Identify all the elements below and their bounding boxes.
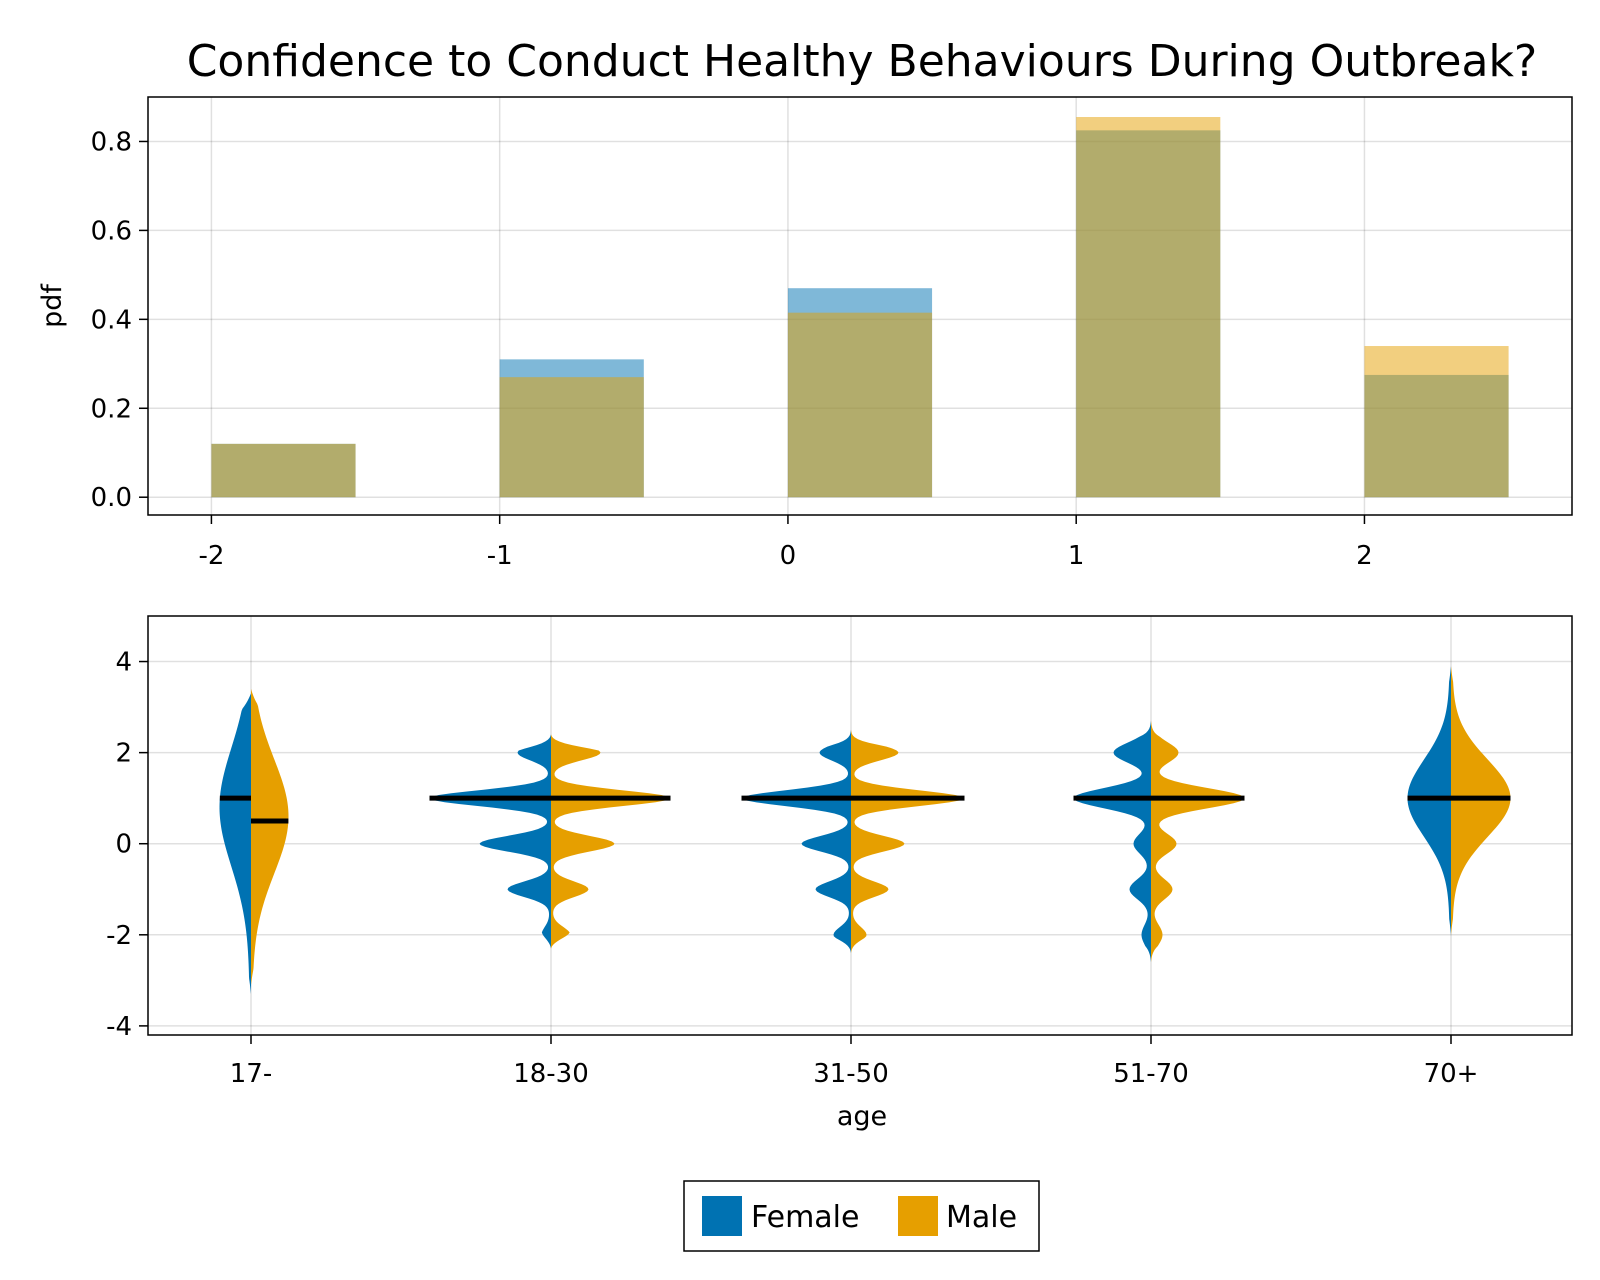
- histogram-y-ticks: 0.0 0.2 0.4 0.6 0.8: [91, 127, 148, 513]
- violin-y-tick-label: 2: [115, 739, 132, 769]
- violin-x-axis-label: age: [837, 1101, 887, 1132]
- violin-male-half: [251, 688, 289, 985]
- histogram-bar-male: [1076, 117, 1221, 498]
- histogram-frame: [147, 96, 1573, 516]
- violin-female-half: [219, 693, 251, 995]
- violin-y-tick-label: 0: [115, 830, 132, 860]
- violin-y-ticks: -4 -2 0 2 4: [106, 648, 148, 1042]
- violin-x-tick-label: 17-: [230, 1059, 272, 1089]
- legend-swatch-male: [898, 1196, 938, 1236]
- legend-swatch-female: [702, 1196, 742, 1236]
- histogram-x-tick-label: 0: [780, 541, 797, 571]
- violin-frame: [147, 615, 1573, 1036]
- histogram-bar-male: [499, 377, 644, 498]
- violin-panel: 17- 18-30 31-50 51-70 70+ -4 -2 0 2 4 age: [106, 615, 1573, 1132]
- histogram-x-tick-label: 1: [1068, 541, 1085, 571]
- violin-y-tick-label: -2: [106, 921, 132, 951]
- violin-gridlines: [148, 616, 1572, 1035]
- histogram-bar-male: [211, 443, 356, 498]
- violin-x-tick-label: 51-70: [1113, 1059, 1189, 1089]
- histogram-y-tick-label: 0.0: [91, 483, 132, 513]
- legend-label-female: Female: [751, 1200, 859, 1235]
- violin-female-half: [429, 734, 551, 949]
- histogram-bar-male: [1364, 346, 1509, 498]
- violin-x-ticks: 17- 18-30 31-50 51-70 70+: [230, 1035, 1479, 1089]
- histogram-bar-male: [787, 312, 933, 498]
- histogram-x-tick-label: -2: [198, 541, 224, 571]
- violin-y-tick-label: -4: [106, 1012, 132, 1042]
- histogram-y-axis-label: pdf: [37, 283, 68, 328]
- legend-label-male: Male: [946, 1200, 1017, 1235]
- violin-median-lines: [219, 795, 1511, 824]
- violin-female-half: [741, 729, 851, 954]
- histogram-panel: -2 -1 0 1 2 0.0 0.2 0.4 0.6 0.8 pdf: [37, 96, 1573, 571]
- violin-y-tick-label: 4: [115, 648, 132, 678]
- legend: Female Male: [683, 1180, 1040, 1252]
- legend-frame: [683, 1180, 1040, 1252]
- histogram-x-tick-label: 2: [1356, 541, 1373, 571]
- histogram-y-tick-label: 0.6: [91, 216, 132, 246]
- histogram-x-tick-label: -1: [487, 541, 513, 571]
- histogram-y-tick-label: 0.8: [91, 127, 132, 157]
- histogram-y-tick-label: 0.4: [91, 305, 132, 335]
- violin-male-half: [1151, 720, 1245, 963]
- violin-shapes: [219, 666, 1511, 995]
- histogram-x-ticks: -2 -1 0 1 2: [198, 515, 1373, 571]
- histogram-bars: [211, 117, 1509, 498]
- violin-x-tick-label: 70+: [1424, 1059, 1479, 1089]
- histogram-y-tick-label: 0.2: [91, 394, 132, 424]
- chart-title: Confidence to Conduct Healthy Behaviours…: [187, 36, 1538, 87]
- violin-female-half: [1073, 720, 1151, 963]
- violin-male-half: [551, 734, 671, 949]
- violin-male-half: [851, 729, 965, 954]
- violin-x-tick-label: 18-30: [513, 1059, 589, 1089]
- violin-x-tick-label: 31-50: [813, 1059, 889, 1089]
